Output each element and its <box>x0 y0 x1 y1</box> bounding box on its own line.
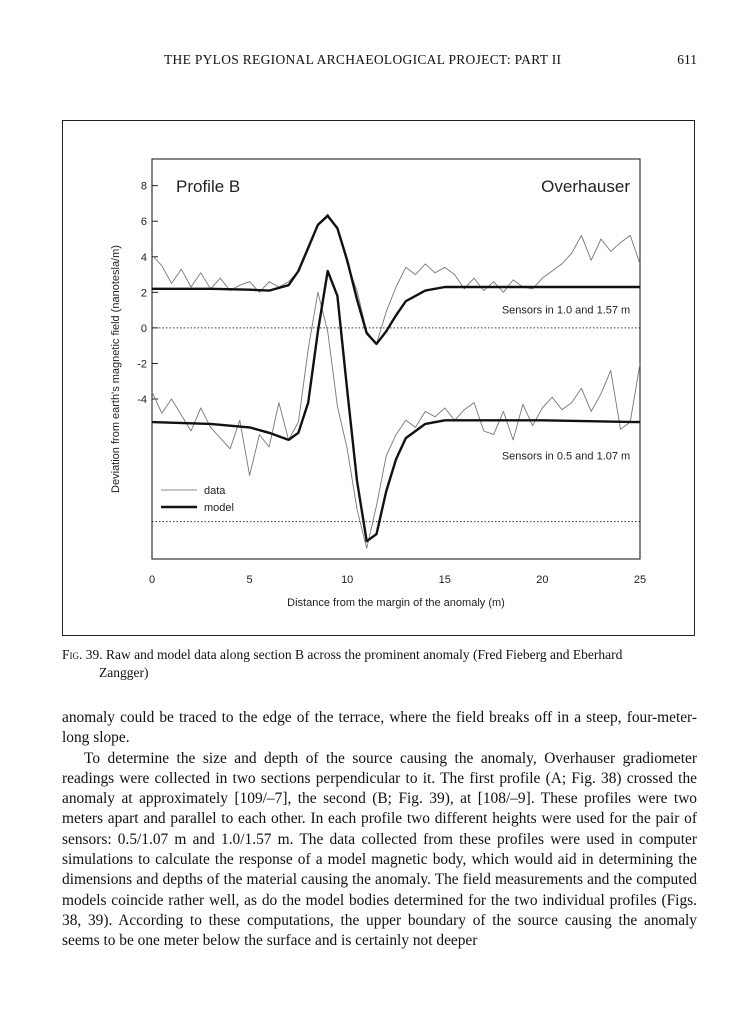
running-title: THE PYLOS REGIONAL ARCHAEOLOGICAL PROJEC… <box>164 52 562 67</box>
y-axis-ticks: 8 6 4 2 0 -2 -4 <box>137 181 158 406</box>
zero-reference-lines <box>152 327 640 523</box>
figure-caption: Fig. 39. Raw and model data along sectio… <box>62 646 702 682</box>
instrument-label: Overhauser <box>541 177 630 196</box>
figure-label: Fig. 39. <box>62 647 103 662</box>
sensor-annotation-2: Sensors in 0.5 and 1.07 m <box>502 450 630 462</box>
body-paragraph-2: To determine the size and depth of the s… <box>62 749 697 950</box>
legend-data-label: data <box>204 485 226 497</box>
caption-text: Raw and model data along section B acros… <box>102 647 623 662</box>
upper-model-line <box>152 214 640 346</box>
body-text: anomaly could be traced to the edge of t… <box>62 708 697 952</box>
x-axis-ticks: 0 5 10 15 20 25 <box>149 574 646 586</box>
y-axis-label: Deviation from earth's magnetic field (n… <box>110 245 122 493</box>
sensor-annotation-1: Sensors in 1.0 and 1.57 m <box>502 305 630 317</box>
lower-model-line <box>151 269 641 543</box>
x-axis-label: Distance from the margin of the anomaly … <box>287 597 505 609</box>
page-number: 611 <box>677 52 697 67</box>
series-layer <box>151 213 641 549</box>
upper-data-line <box>151 213 641 345</box>
y-tick-label: 4 <box>141 252 147 264</box>
lower-data-line <box>151 291 641 549</box>
y-tick-label: 2 <box>141 287 147 299</box>
x-tick-label: 5 <box>247 574 253 586</box>
y-tick-label: -4 <box>137 394 147 406</box>
y-tick-label: 8 <box>141 181 147 193</box>
panel-title: Profile B <box>176 177 240 196</box>
x-tick-label: 25 <box>634 574 646 586</box>
body-paragraph-1: anomaly could be traced to the edge of t… <box>62 709 697 747</box>
plot-area-border <box>151 158 641 560</box>
caption-continuation: Zangger) <box>99 665 149 680</box>
legend: data model <box>161 485 234 514</box>
figure-frame: 8 6 4 2 0 -2 -4 0 5 10 15 20 25 Profile B Overhause… <box>62 120 695 636</box>
x-tick-label: 10 <box>341 574 353 586</box>
y-tick-label: 0 <box>141 323 147 335</box>
running-head: THE PYLOS REGIONAL ARCHAEOLOGICAL PROJEC… <box>0 52 755 72</box>
x-tick-label: 0 <box>149 574 155 586</box>
x-tick-label: 15 <box>439 574 451 586</box>
x-tick-label: 20 <box>536 574 548 586</box>
legend-model-label: model <box>204 502 234 514</box>
sensor-annotations: Sensors in 1.0 and 1.57 m Sensors in 0.5 … <box>502 305 630 463</box>
y-tick-label: -2 <box>137 358 147 370</box>
y-tick-label: 6 <box>141 216 147 228</box>
